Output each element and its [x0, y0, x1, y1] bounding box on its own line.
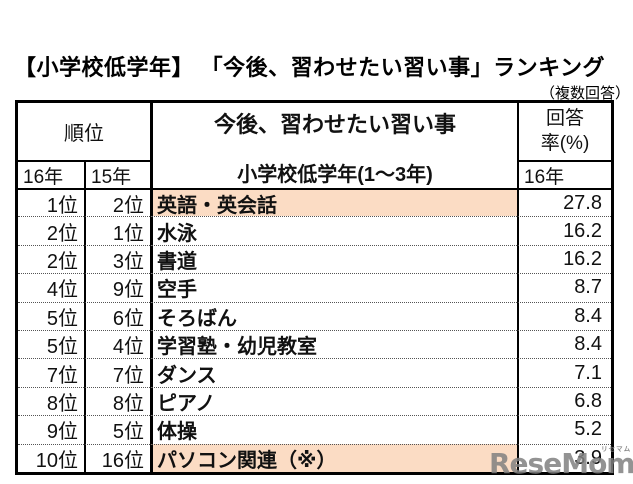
multiple-answers-note: （複数回答） — [539, 85, 630, 102]
lesson-cell: ダンス — [150, 358, 517, 387]
watermark-ruby-text: リセマム — [601, 445, 632, 453]
rank-2015-cell: 6位 — [84, 301, 150, 330]
rank-group-header: 順位 — [64, 123, 104, 145]
rank-year-2015-header: 15年 — [84, 160, 150, 188]
rate-cell: 8.4 — [517, 329, 611, 359]
rate-cell: 6.8 — [517, 386, 611, 416]
rank-2016-cell: 7位 — [18, 358, 84, 387]
rank-2016-cell: 8位 — [18, 386, 84, 415]
rank-2016-cell: 9位 — [18, 415, 84, 443]
lesson-cell: そろばん — [150, 301, 517, 330]
rate-cell: 8.7 — [517, 273, 611, 302]
rate-cell: 3.9 — [517, 443, 611, 472]
rate-cell: 16.2 — [517, 244, 611, 274]
watermark-text: ReseMom — [489, 447, 633, 480]
rank-2016-cell: 5位 — [18, 301, 84, 330]
resemom-watermark: ReseMom. リセマム — [489, 446, 633, 480]
rank-2016-cell: 2位 — [18, 244, 84, 273]
rate-year-2016-header: 16年 — [517, 160, 611, 188]
rank-2016-cell: 5位 — [18, 329, 84, 358]
rate-cell: 5.2 — [517, 415, 611, 444]
response-rate-header: 回答 率(%) — [517, 103, 611, 160]
rank-2015-cell: 5位 — [84, 415, 150, 444]
lesson-cell: 書道 — [150, 244, 517, 274]
rank-2016-cell: 4位 — [18, 273, 84, 301]
lesson-cell: ピアノ — [150, 386, 517, 416]
lesson-column-header: 今後、習わせたい習い事 小学校低学年(1～3年) — [150, 103, 517, 188]
lesson-cell: 水泳 — [150, 216, 517, 245]
rank-year-2016-header: 16年 — [18, 160, 84, 188]
lesson-cell: 英語・英会話 — [150, 188, 517, 217]
rate-cell: 27.8 — [517, 188, 611, 217]
rank-2015-cell: 16位 — [84, 443, 150, 472]
rank-2015-cell: 1位 — [84, 216, 150, 245]
page-title: 【小学校低学年】 「今後、習わせたい習い事」ランキング — [14, 55, 605, 80]
rate-cell: 7.1 — [517, 358, 611, 387]
ranking-table: 順位 今後、習わせたい習い事 小学校低学年(1～3年) 回答 率(%) 16年 … — [15, 100, 614, 475]
rank-2015-cell: 9位 — [84, 273, 150, 302]
rate-cell: 8.4 — [517, 301, 611, 330]
lesson-cell: 体操 — [150, 415, 517, 444]
rank-2015-cell: 3位 — [84, 244, 150, 274]
lesson-header-grade-label: 小学校低学年(1～3年) — [237, 164, 433, 186]
response-rate-header-line2: 率(%) — [540, 132, 590, 154]
lesson-cell: 学習塾・幼児教室 — [150, 329, 517, 359]
rank-2015-cell: 2位 — [84, 188, 150, 217]
response-rate-header-line1: 回答 — [545, 107, 584, 129]
lesson-cell: パソコン関連（※） — [150, 443, 517, 472]
rate-cell: 16.2 — [517, 216, 611, 245]
lesson-cell: 空手 — [150, 273, 517, 302]
lesson-header-title: 今後、習わせたい習い事 — [213, 112, 456, 137]
rank-2016-cell: 2位 — [18, 216, 84, 245]
rank-2016-cell: 1位 — [18, 188, 84, 216]
rank-2015-cell: 4位 — [84, 329, 150, 359]
rank-2015-cell: 8位 — [84, 386, 150, 416]
rank-2015-cell: 7位 — [84, 358, 150, 387]
rank-2016-cell: 10位 — [18, 443, 84, 472]
